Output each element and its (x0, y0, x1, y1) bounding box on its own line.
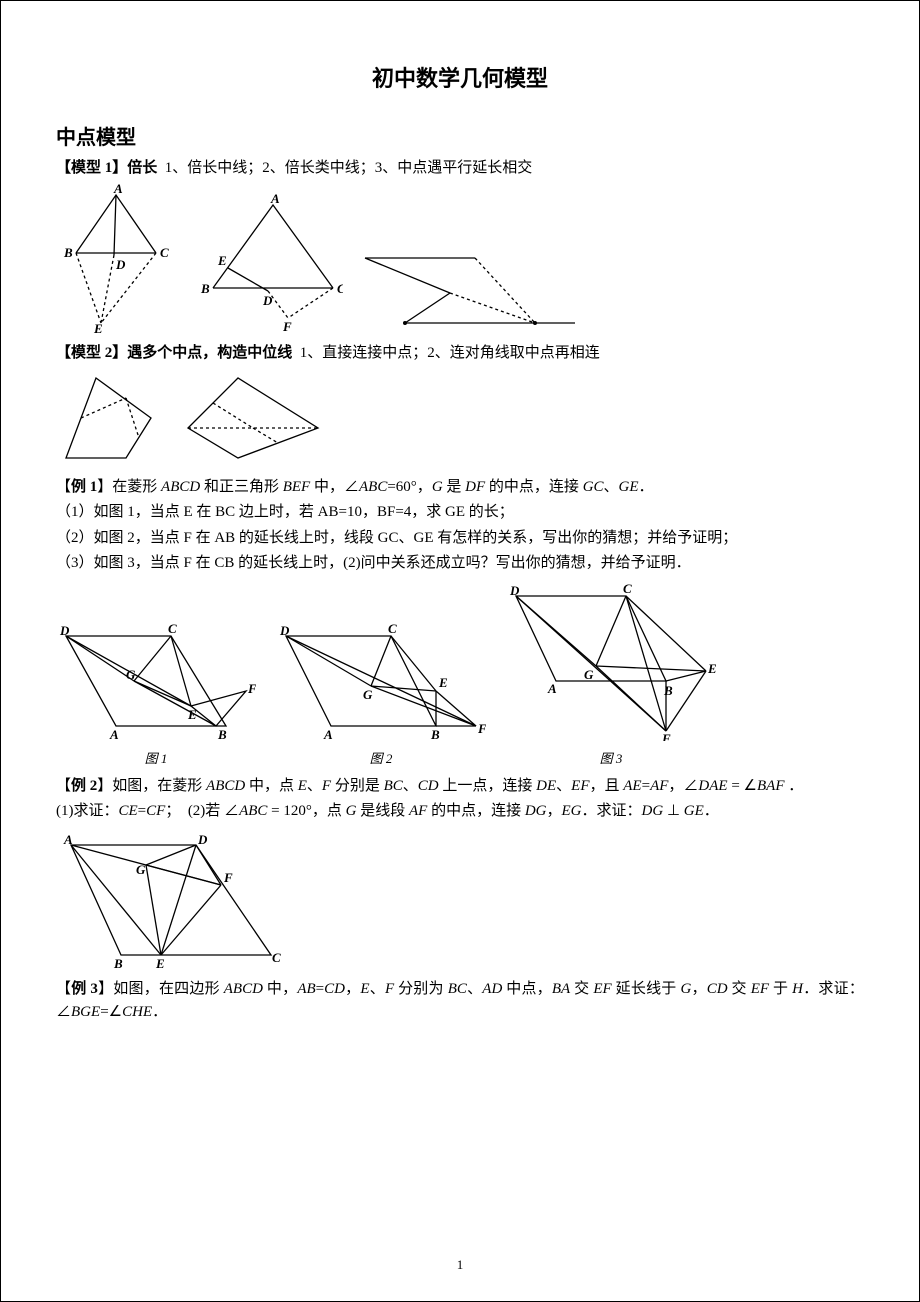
section-midpoint: 中点模型 (56, 121, 864, 150)
svg-text:E: E (217, 253, 227, 268)
svg-text:F: F (661, 731, 671, 741)
ex2-figure: A D B C E F G (56, 830, 864, 970)
model2-fig-a (56, 368, 166, 468)
example-1: 【例 1】在菱形 ABCD 和正三角形 BEF 中，∠ABC=60°，G 是 D… (56, 476, 864, 575)
ex1-p2: （2）如图 2，当点 F 在 AB 的延长线上时，线段 GC、GE 有怎样的关系… (56, 527, 864, 550)
svg-text:G: G (126, 667, 136, 682)
ex1-fig1-block: D C A B G E F 图 1 (56, 621, 256, 767)
svg-text:B: B (63, 245, 73, 260)
ex2-head: 【例 2】如图，在菱形 ABCD 中，点 E、F 分别是 BC、CD 上一点，连… (56, 775, 864, 798)
svg-text:D: D (59, 623, 70, 638)
model1-fig-b: A B C E D F (193, 193, 343, 333)
svg-text:D: D (262, 293, 273, 308)
model2-line: 【模型 2】遇多个中点，构造中位线 1、直接连接中点；2、连对角线取中点再相连 (56, 341, 864, 362)
example-3: 【例 3】如图，在四边形 ABCD 中，AB=CD，E、F 分别为 BC、AD … (56, 978, 864, 1025)
svg-text:G: G (584, 667, 594, 682)
ex1-p3: （3）如图 3，当点 F 在 CB 的延长线上时，(2)问中关系还成立吗？写出你… (56, 552, 864, 575)
ex1-cap2: 图 2 (276, 748, 486, 767)
svg-text:A: A (270, 193, 280, 206)
svg-text:G: G (363, 687, 373, 702)
ex1-figures: D C A B G E F 图 1 (56, 581, 864, 767)
page: 初中数学几何模型 中点模型 【模型 1】倍长 1、倍长中线；2、倍长类中线；3、… (0, 0, 920, 1302)
ex1-fig2-block: D C A B G E F 图 2 (276, 621, 486, 767)
svg-text:D: D (279, 623, 290, 638)
svg-text:B: B (200, 281, 210, 296)
svg-text:F: F (223, 870, 233, 885)
model1-figures: A B C D E A B C E D F (56, 183, 864, 333)
ex3-head: 【例 3】如图，在四边形 ABCD 中，AB=CD，E、F 分别为 BC、AD … (56, 978, 864, 1025)
svg-text:E: E (438, 675, 448, 690)
svg-text:F: F (477, 721, 486, 736)
svg-text:A: A (113, 183, 123, 196)
svg-text:A: A (323, 727, 333, 741)
svg-text:G: G (136, 862, 146, 877)
ex1-cap1: 图 1 (56, 748, 256, 767)
svg-text:B: B (217, 727, 227, 741)
svg-text:D: D (197, 832, 208, 847)
ex1-fig3-block: D C A B G E F 图 3 (506, 581, 716, 767)
svg-text:C: C (337, 281, 343, 296)
ex1-fig2: D C A B G E F (276, 621, 486, 741)
svg-text:B: B (663, 683, 673, 698)
svg-text:D: D (509, 583, 520, 598)
model1-fig-c (355, 233, 585, 333)
svg-text:E: E (187, 707, 197, 722)
svg-text:A: A (547, 681, 557, 696)
model1-fig-a: A B C D E (56, 183, 181, 333)
svg-text:A: A (109, 727, 119, 741)
ex1-cap3: 图 3 (506, 748, 716, 767)
model2-label: 【模型 2】遇多个中点，构造中位线 (56, 345, 292, 361)
svg-text:E: E (707, 661, 716, 676)
ex2-fig: A D B C E F G (56, 830, 286, 970)
svg-text:C: C (388, 621, 397, 636)
svg-text:F: F (282, 319, 292, 333)
ex1-fig1: D C A B G E F (56, 621, 256, 741)
svg-text:A: A (63, 832, 73, 847)
model2-figures (56, 368, 864, 468)
doc-title: 初中数学几何模型 (56, 61, 864, 93)
svg-text:C: C (160, 245, 169, 260)
svg-text:E: E (155, 956, 165, 970)
svg-text:C: C (168, 621, 177, 636)
model1-parts: 1、倍长中线；2、倍长类中线；3、中点遇平行延长相交 (165, 160, 533, 176)
ex1-head: 【例 1】在菱形 ABCD 和正三角形 BEF 中，∠ABC=60°，G 是 D… (56, 476, 864, 499)
svg-text:C: C (272, 950, 281, 965)
svg-text:F: F (247, 681, 256, 696)
svg-text:D: D (115, 257, 126, 272)
svg-text:C: C (623, 581, 632, 596)
model2-parts: 1、直接连接中点；2、连对角线取中点再相连 (300, 345, 600, 361)
model1-label: 【模型 1】倍长 (56, 160, 157, 176)
page-number: 1 (1, 1257, 919, 1273)
ex2-p1: (1)求证：CE=CF； (2)若 ∠ABC = 120°，点 G 是线段 AF… (56, 800, 864, 823)
ex1-p1: （1）如图 1，当点 E 在 BC 边上时，若 AB=10，BF=4，求 GE … (56, 501, 864, 524)
svg-text:B: B (430, 727, 440, 741)
example-2: 【例 2】如图，在菱形 ABCD 中，点 E、F 分别是 BC、CD 上一点，连… (56, 775, 864, 824)
model1-line: 【模型 1】倍长 1、倍长中线；2、倍长类中线；3、中点遇平行延长相交 (56, 156, 864, 177)
svg-text:E: E (93, 321, 103, 333)
model2-fig-b (178, 368, 328, 468)
svg-text:B: B (113, 956, 123, 970)
ex1-fig3: D C A B G E F (506, 581, 716, 741)
